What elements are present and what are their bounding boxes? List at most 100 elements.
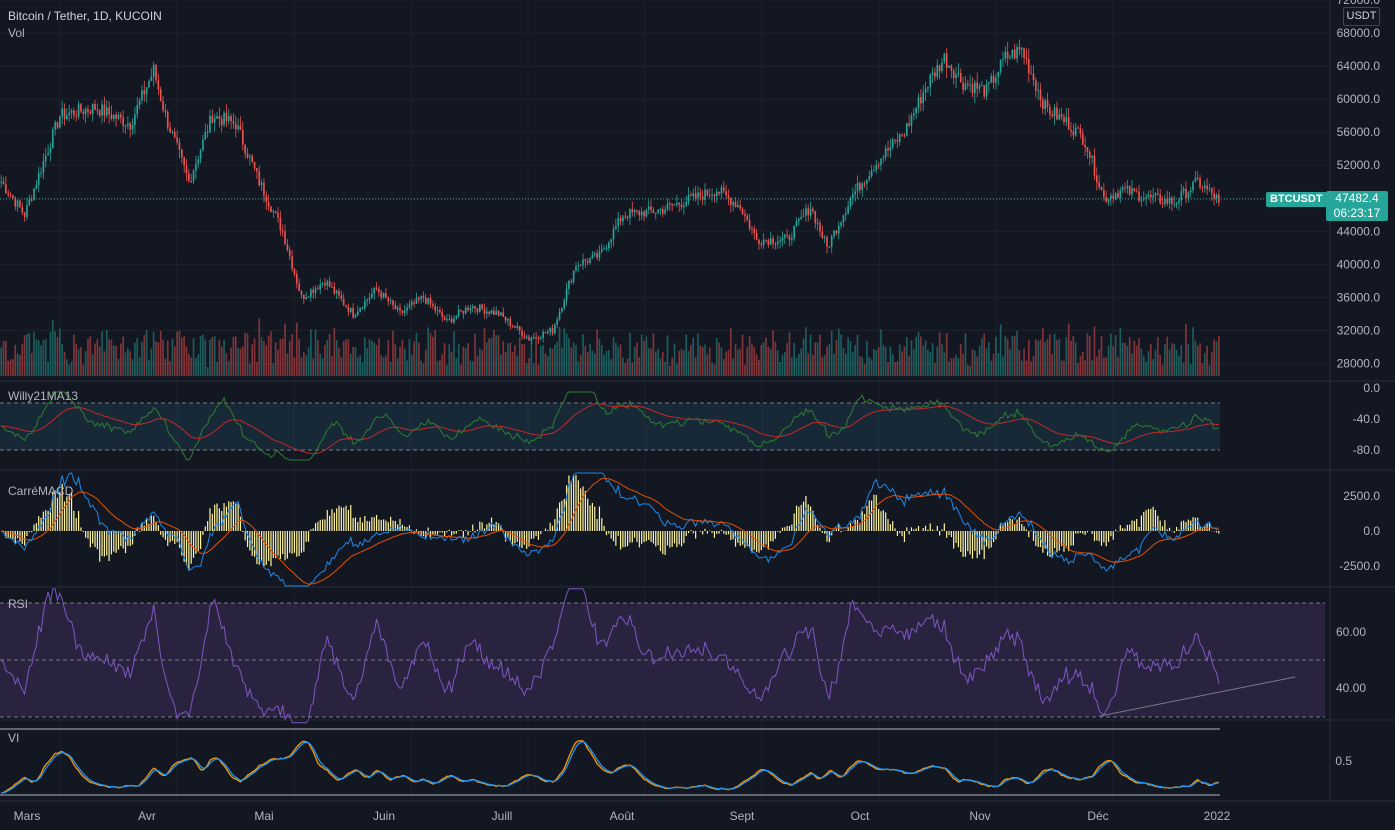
willy-ma: [1, 403, 1219, 455]
volume-bar: [535, 338, 537, 376]
candle-body: [859, 182, 861, 191]
candle-body: [1063, 117, 1065, 123]
volume-bar: [732, 358, 734, 376]
volume-bar: [136, 337, 139, 376]
volume-bar: [47, 361, 49, 376]
candle-body: [457, 309, 460, 316]
time-tick-label: Août: [610, 809, 635, 823]
volume-bar: [56, 337, 59, 376]
volume-bar: [1117, 356, 1119, 376]
volume-bar: [1035, 339, 1037, 376]
time-axis[interactable]: Mars Avr Mai Juin Juill Août Sept Oct Nov Déc 2022: [0, 800, 1395, 823]
macd-pane-label[interactable]: CarréMACD: [8, 484, 74, 498]
candle-body: [1196, 177, 1199, 179]
candle-body: [277, 212, 279, 218]
volume-bar: [1009, 349, 1011, 376]
candle-body: [1157, 193, 1159, 195]
volume-bar: [990, 360, 993, 376]
volume-bar: [1086, 333, 1089, 376]
candle-body: [739, 205, 742, 209]
vi-pane-label[interactable]: VI: [8, 731, 20, 745]
volume-bar: [849, 341, 852, 376]
candle-body: [401, 310, 404, 313]
candle-body: [375, 287, 378, 289]
volume-bar: [981, 338, 983, 376]
symbol-title[interactable]: Bitcoin / Tether, 1D, KUCOIN: [8, 9, 162, 23]
volume-bar: [1135, 345, 1138, 376]
candle-body: [629, 209, 631, 219]
candle-body: [209, 115, 211, 133]
candle-body: [340, 295, 343, 299]
volume-bar: [127, 348, 129, 376]
volume-bar: [525, 363, 528, 376]
candle-body: [1147, 194, 1150, 197]
volume-bar: [922, 345, 925, 376]
volume-bar: [272, 363, 275, 376]
candle-body: [413, 302, 415, 304]
candle-body: [131, 125, 134, 130]
volume-bar: [1103, 357, 1105, 376]
volume-bar: [793, 342, 795, 376]
candle-body: [941, 62, 943, 72]
volume-bar: [403, 348, 406, 376]
volume-bar: [183, 336, 185, 376]
candle-body: [490, 310, 493, 314]
volume-bar: [657, 348, 659, 376]
volume-bar: [145, 330, 148, 376]
candle-body: [917, 97, 920, 108]
volume-bar: [1152, 358, 1154, 376]
candle-body: [1027, 59, 1030, 74]
volume-bar: [898, 344, 901, 376]
volume-bar: [110, 339, 113, 376]
volume-bar: [1037, 340, 1039, 376]
volume-bar: [1058, 339, 1061, 376]
candle-body: [176, 137, 178, 143]
volume-bar: [826, 346, 828, 376]
candle-body: [981, 85, 983, 87]
volume-bar: [115, 345, 117, 376]
volume-bar: [1180, 345, 1183, 376]
macd-tick-label: 2500.0: [1343, 489, 1380, 503]
candle-body: [7, 193, 10, 195]
price-axis[interactable]: 72000.0 68000.0 64000.0 60000.0 56000.0 52000…: [0, 0, 1395, 800]
candle-body: [631, 209, 634, 213]
volume-bar: [955, 354, 957, 376]
candle-body: [166, 112, 169, 128]
volume-bar: [324, 344, 326, 376]
volume-bar: [1088, 336, 1091, 376]
candle-body: [483, 308, 486, 314]
candle-body: [364, 300, 366, 309]
currency-selector[interactable]: USDT: [1343, 7, 1380, 26]
candle-body: [173, 131, 176, 138]
willy-pane-label[interactable]: Willy21MA13: [8, 389, 79, 403]
candle-body: [406, 307, 408, 311]
candle-body: [333, 286, 336, 294]
volume-bar: [80, 347, 82, 376]
volume-bar: [992, 353, 995, 376]
volume-bar: [995, 336, 997, 376]
candle-body: [1039, 89, 1042, 100]
volume-bar: [291, 334, 293, 376]
candle-body: [697, 192, 699, 199]
volume-bar: [432, 336, 434, 376]
volume-bar: [917, 331, 920, 376]
time-tick-label: Déc: [1087, 809, 1108, 823]
vi-line-blue: [1, 741, 1219, 794]
volume-bar: [708, 347, 711, 376]
volume-bar: [516, 355, 519, 376]
candle-body: [101, 104, 103, 116]
candle-body: [103, 104, 106, 116]
volume-label[interactable]: Vol: [8, 26, 25, 40]
volume-bar: [1208, 365, 1211, 376]
candle-body: [896, 140, 899, 142]
volume-bar: [354, 347, 357, 376]
candle-body: [1131, 188, 1133, 195]
volume-bar: [786, 343, 788, 376]
rsi-pane-label[interactable]: RSI: [8, 597, 29, 611]
volume-bar: [847, 337, 849, 376]
candle-body: [830, 235, 833, 247]
candle-body: [765, 239, 767, 241]
candle-body: [1201, 187, 1204, 189]
candle-body: [75, 115, 78, 117]
